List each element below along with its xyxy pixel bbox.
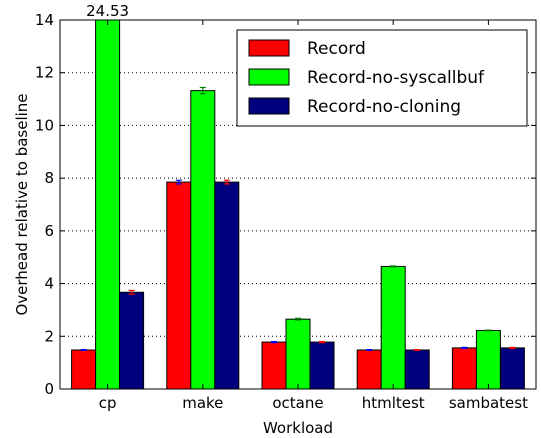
bar <box>380 265 406 390</box>
y-tick-label: 12 <box>35 64 54 82</box>
bar <box>71 349 97 390</box>
error-bar <box>461 346 468 350</box>
y-tick-label: 6 <box>44 222 54 240</box>
error-bar <box>223 179 230 185</box>
y-tick-label: 0 <box>44 380 54 398</box>
y-axis-ticks: 0 2 4 6 8 10 12 14 <box>35 11 536 398</box>
error-bar <box>366 348 373 351</box>
legend-label: Record <box>307 39 366 59</box>
legend-label: Record-no-syscallbuf <box>307 68 485 88</box>
bar-marks <box>71 19 525 390</box>
x-tick-label: htmltest <box>362 394 425 412</box>
error-bar <box>271 340 277 344</box>
bar <box>451 347 477 390</box>
y-tick-label: 8 <box>44 169 54 187</box>
error-bar <box>128 289 135 295</box>
plot-frame <box>59 19 537 390</box>
data-label: 24.53 <box>86 2 129 20</box>
error-bar <box>175 179 182 185</box>
y-tick-label: 10 <box>35 116 54 134</box>
bar <box>214 181 240 390</box>
error-bar <box>485 329 492 332</box>
bar <box>166 181 192 390</box>
legend-swatch <box>248 68 290 86</box>
bar <box>356 349 382 390</box>
legend: Record Record-no-syscallbuf Record-no-clon… <box>236 29 528 127</box>
error-bar <box>509 346 516 350</box>
error-bar <box>199 86 206 95</box>
bar <box>190 90 216 390</box>
x-tick-label: sambatest <box>449 394 528 412</box>
error-bar <box>414 348 421 351</box>
error-bar <box>319 340 325 344</box>
bar <box>309 341 335 390</box>
bar <box>475 329 501 390</box>
error-bar <box>80 348 87 351</box>
legend-swatch <box>248 39 290 57</box>
y-tick-label: 14 <box>35 11 54 29</box>
data-labels: 24.53 <box>86 2 129 20</box>
error-bar <box>390 265 397 268</box>
bar <box>499 347 525 390</box>
legend-label: Record-no-cloning <box>307 97 461 117</box>
x-tick-label: make <box>182 394 223 412</box>
y-axis-label: Overhead relative to baseline <box>13 93 31 315</box>
bar <box>261 341 287 390</box>
bar <box>285 318 311 390</box>
x-axis-label: Workload <box>263 419 333 437</box>
bar <box>404 349 430 390</box>
x-axis-ticks: cp make octane htmltest sambatest <box>99 20 528 412</box>
x-tick-label: cp <box>99 394 117 412</box>
y-tick-label: 2 <box>44 327 54 345</box>
legend-swatch <box>248 97 290 115</box>
error-bar <box>295 317 301 321</box>
x-tick-label: octane <box>272 394 323 412</box>
y-tick-label: 4 <box>44 275 54 293</box>
bar <box>119 291 145 390</box>
bar <box>95 19 121 390</box>
